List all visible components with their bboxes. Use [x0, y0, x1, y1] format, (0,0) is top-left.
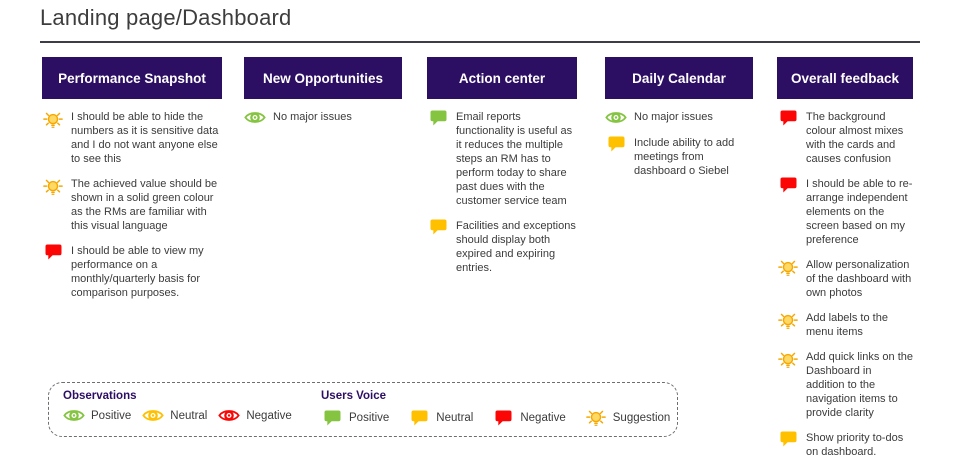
feedback-item: Email reports functionality is useful as…: [427, 110, 577, 208]
legend-entry: Neutral: [142, 408, 207, 423]
speech-bubble-positive-icon: [321, 410, 343, 426]
legend: Observations Positive Neutral Negative U…: [48, 382, 678, 437]
legend-entry-label: Negative: [520, 412, 566, 424]
eye-negative-icon: [218, 408, 241, 423]
column-title: Overall feedback: [790, 70, 900, 86]
legend-observations-entries: Positive Neutral Negative: [63, 408, 292, 423]
legend-entry: Neutral: [408, 410, 473, 426]
feedback-text: Facilities and exceptions should display…: [456, 220, 576, 274]
feedback-text: The background colour almost mixes with …: [806, 111, 904, 165]
column-items: The background colour almost mixes with …: [777, 110, 913, 459]
legend-entry: Positive: [63, 408, 131, 423]
feedback-item: Include ability to add meetings from das…: [605, 136, 753, 178]
feedback-item: The achieved value should be shown in a …: [42, 177, 222, 233]
feedback-item: No major issues: [605, 110, 753, 125]
speech-bubble-neutral-icon: [605, 136, 627, 152]
feedback-item: Show priority to-dos on dashboard.: [777, 431, 913, 459]
speech-bubble-positive-icon: [427, 110, 449, 126]
feedback-text: The achieved value should be shown in a …: [71, 178, 218, 232]
speech-bubble-negative-icon: [777, 110, 799, 126]
eye-positive-icon: [605, 110, 627, 125]
column-title: Action center: [458, 70, 546, 86]
feedback-item: The background colour almost mixes with …: [777, 110, 913, 166]
speech-bubble-neutral-icon: [777, 431, 799, 447]
legend-entry-label: Positive: [349, 412, 390, 424]
feedback-text: Add quick links on the Dashboard in addi…: [806, 351, 914, 419]
speech-bubble-negative-icon: [492, 410, 514, 426]
speech-bubble-negative-icon: [42, 244, 64, 260]
lightbulb-suggestion-icon: [777, 350, 799, 370]
lightbulb-suggestion-icon: [42, 110, 64, 130]
feedback-text: Include ability to add meetings from das…: [634, 137, 735, 177]
legend-entry: Suggestion: [585, 408, 671, 428]
feedback-item: No major issues: [244, 110, 402, 125]
legend-entry-label: Positive: [91, 409, 132, 422]
feedback-item: Facilities and exceptions should display…: [427, 219, 577, 275]
column-items: I should be able to hide the numbers as …: [42, 110, 222, 300]
legend-observations-label: Observations: [63, 390, 137, 402]
speech-bubble-neutral-icon: [408, 410, 430, 426]
legend-entry: Positive: [321, 410, 389, 426]
legend-entry-label: Neutral: [170, 409, 208, 422]
eye-positive-icon: [63, 408, 85, 423]
feedback-item: Add labels to the menu items: [777, 311, 913, 339]
feedback-text: I should be able to view my performance …: [71, 245, 204, 299]
legend-entry: Negative: [218, 408, 292, 423]
lightbulb-suggestion-icon: [585, 408, 607, 428]
column-performance-snapshot: Performance Snapshot I should be able to…: [42, 57, 222, 300]
column-action-center: Action center Email reports functionalit…: [427, 57, 577, 275]
legend-entry-label: Neutral: [436, 412, 474, 424]
feedback-item: Add quick links on the Dashboard in addi…: [777, 350, 913, 420]
column-header: Performance Snapshot: [42, 57, 222, 99]
feedback-item: I should be able to re-arrange independe…: [777, 177, 913, 247]
column-header: Daily Calendar: [605, 57, 753, 99]
feedback-item: I should be able to hide the numbers as …: [42, 110, 222, 166]
feedback-item: I should be able to view my performance …: [42, 244, 222, 300]
feedback-text: Allow personalization of the dashboard w…: [806, 259, 912, 299]
column-title: Performance Snapshot: [58, 70, 206, 86]
column-items: Email reports functionality is useful as…: [427, 110, 577, 275]
legend-users-voice: Users Voice Positive Neutral Negative Su…: [321, 390, 670, 428]
column-overall-feedback: Overall feedback The background colour a…: [777, 57, 913, 459]
column-items: No major issues Include ability to add m…: [605, 110, 753, 178]
column-header: Overall feedback: [777, 57, 913, 99]
column-header: New Opportunities: [244, 57, 402, 99]
column-header: Action center: [427, 57, 577, 99]
feedback-text: No major issues: [634, 111, 713, 123]
legend-entry-label: Negative: [246, 409, 292, 422]
legend-observations: Observations Positive Neutral Negative: [63, 390, 292, 423]
speech-bubble-negative-icon: [777, 177, 799, 193]
feedback-text: No major issues: [273, 111, 352, 123]
lightbulb-suggestion-icon: [777, 258, 799, 278]
eye-positive-icon: [244, 110, 266, 125]
title-divider: [40, 41, 920, 43]
lightbulb-suggestion-icon: [777, 311, 799, 331]
column-daily-calendar: Daily Calendar No major issues Include a…: [605, 57, 753, 178]
eye-neutral-icon: [142, 408, 165, 423]
lightbulb-suggestion-icon: [42, 177, 64, 197]
column-items: No major issues: [244, 110, 402, 125]
speech-bubble-neutral-icon: [427, 219, 449, 235]
feedback-text: Show priority to-dos on dashboard.: [806, 432, 904, 458]
feedback-text: Add labels to the menu items: [806, 312, 888, 338]
legend-entry: Negative: [492, 410, 566, 426]
column-title: New Opportunities: [262, 70, 383, 86]
feedback-text: I should be able to re-arrange independe…: [806, 178, 913, 246]
feedback-item: Allow personalization of the dashboard w…: [777, 258, 913, 300]
legend-entry-label: Suggestion: [612, 412, 671, 424]
feedback-text: Email reports functionality is useful as…: [456, 111, 573, 207]
column-title: Daily Calendar: [632, 70, 726, 86]
page-title: Landing page/Dashboard: [40, 5, 292, 30]
legend-users-voice-entries: Positive Neutral Negative Suggestion: [321, 408, 670, 428]
feedback-text: I should be able to hide the numbers as …: [71, 111, 219, 165]
legend-users-voice-label: Users Voice: [321, 390, 386, 402]
column-new-opportunities: New Opportunities No major issues: [244, 57, 402, 125]
